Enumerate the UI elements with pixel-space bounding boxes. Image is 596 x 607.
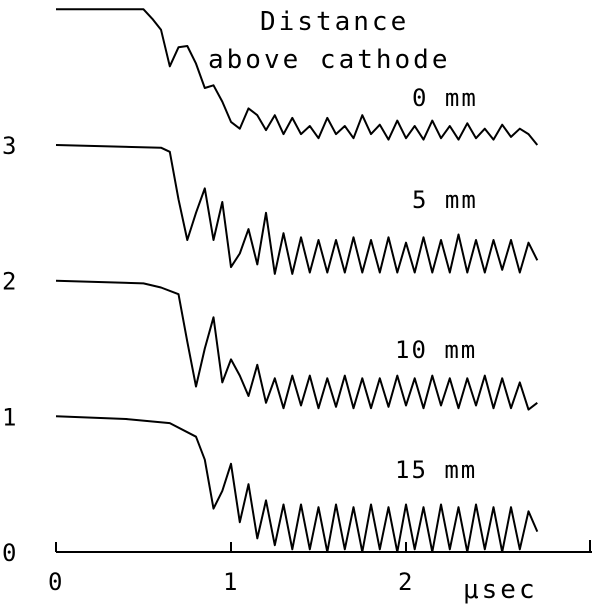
series-line-1 xyxy=(56,8,539,146)
series-label-10mm: 10 mm xyxy=(395,336,477,364)
title-line-1: Distance xyxy=(260,7,409,37)
x-unit-label: μsec xyxy=(463,575,538,605)
series-label-15mm: 15 mm xyxy=(395,456,477,484)
title-line-2: above cathode xyxy=(208,45,451,75)
y-tick-label: 3 xyxy=(2,132,16,160)
series-label-0mm: 0 mm xyxy=(412,84,478,112)
series-group xyxy=(55,8,539,553)
y-tick-label: 1 xyxy=(2,403,16,431)
series-line-4 xyxy=(55,415,539,553)
y-tick-label: 2 xyxy=(2,268,16,296)
series-line-2 xyxy=(55,144,539,275)
axis-ticks: 0 1 2 0 1 2 3 xyxy=(2,132,591,596)
series-line-3 xyxy=(55,279,538,411)
series-label-5mm: 5 mm xyxy=(412,186,478,214)
text-labels: Distance above cathode 0 mm 5 mm 10 mm 1… xyxy=(208,7,538,605)
y-tick-label: 0 xyxy=(2,539,16,567)
x-tick-label: 1 xyxy=(223,568,237,596)
x-tick-label: 0 xyxy=(48,568,62,596)
x-tick-label: 2 xyxy=(398,568,412,596)
